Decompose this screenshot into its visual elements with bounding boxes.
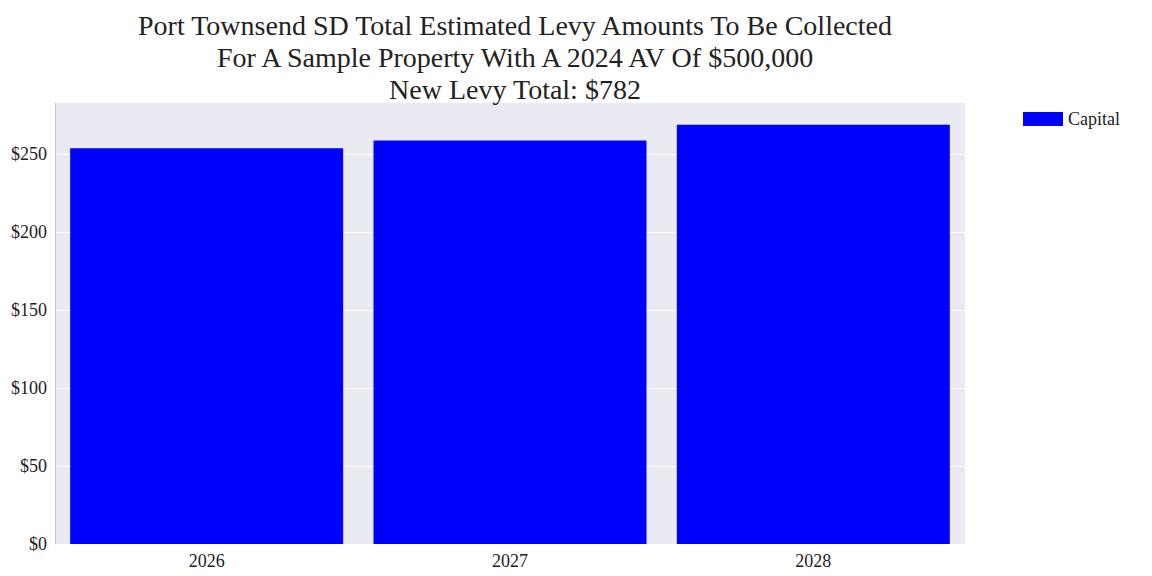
svg-text:$50: $50 bbox=[20, 456, 47, 476]
svg-text:$250: $250 bbox=[11, 144, 47, 164]
svg-text:$0: $0 bbox=[29, 534, 47, 554]
svg-text:$100: $100 bbox=[11, 378, 47, 398]
svg-text:For A Sample Property With A 2: For A Sample Property With A 2024 AV Of … bbox=[217, 42, 813, 73]
svg-text:$150: $150 bbox=[11, 300, 47, 320]
svg-text:2026: 2026 bbox=[189, 551, 225, 571]
svg-text:New Levy Total: $782: New Levy Total: $782 bbox=[389, 74, 641, 105]
svg-text:2027: 2027 bbox=[492, 551, 528, 571]
svg-text:2028: 2028 bbox=[795, 551, 831, 571]
svg-text:Capital: Capital bbox=[1068, 109, 1120, 129]
svg-text:$200: $200 bbox=[11, 222, 47, 242]
svg-text:Port Townsend SD Total Estimat: Port Townsend SD Total Estimated Levy Am… bbox=[138, 10, 892, 41]
